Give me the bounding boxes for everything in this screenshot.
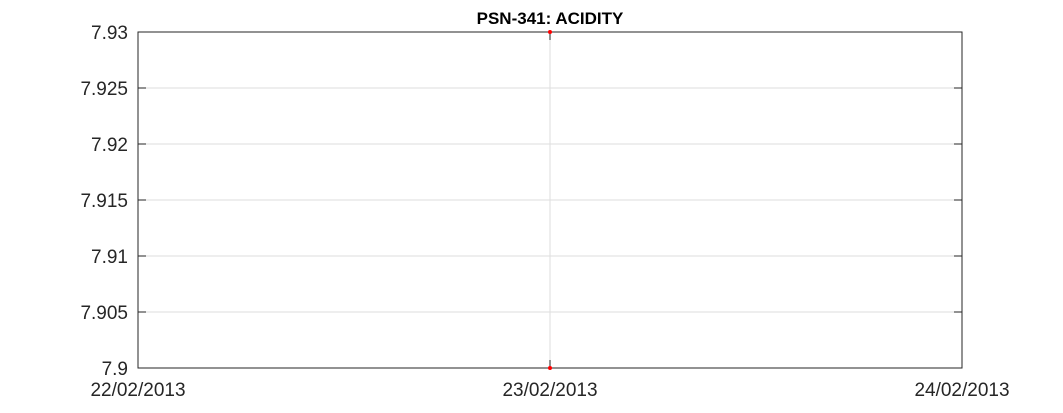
- y-tick-label: 7.91: [91, 247, 128, 268]
- y-tick-label: 7.9: [102, 359, 128, 380]
- data-series: [548, 30, 552, 370]
- x-tick-label: 24/02/2013: [914, 380, 1009, 401]
- x-tick-label: 23/02/2013: [502, 380, 597, 401]
- y-tick-label: 7.905: [80, 303, 128, 324]
- y-tick-label: 7.93: [91, 23, 128, 44]
- chart-title: PSN-341: ACIDITY: [477, 9, 624, 28]
- y-tick-label: 7.915: [80, 191, 128, 212]
- y-tick-label: 7.925: [80, 79, 128, 100]
- x-tick-label: 22/02/2013: [90, 380, 185, 401]
- y-axis-ticks: 7.9 7.905 7.91 7.915 7.92 7.925 7.93: [80, 23, 962, 380]
- x-axis-ticks: 22/02/2013 23/02/2013 24/02/2013: [90, 32, 1010, 401]
- data-point: [548, 366, 552, 370]
- data-point: [548, 30, 552, 34]
- y-tick-label: 7.92: [91, 135, 128, 156]
